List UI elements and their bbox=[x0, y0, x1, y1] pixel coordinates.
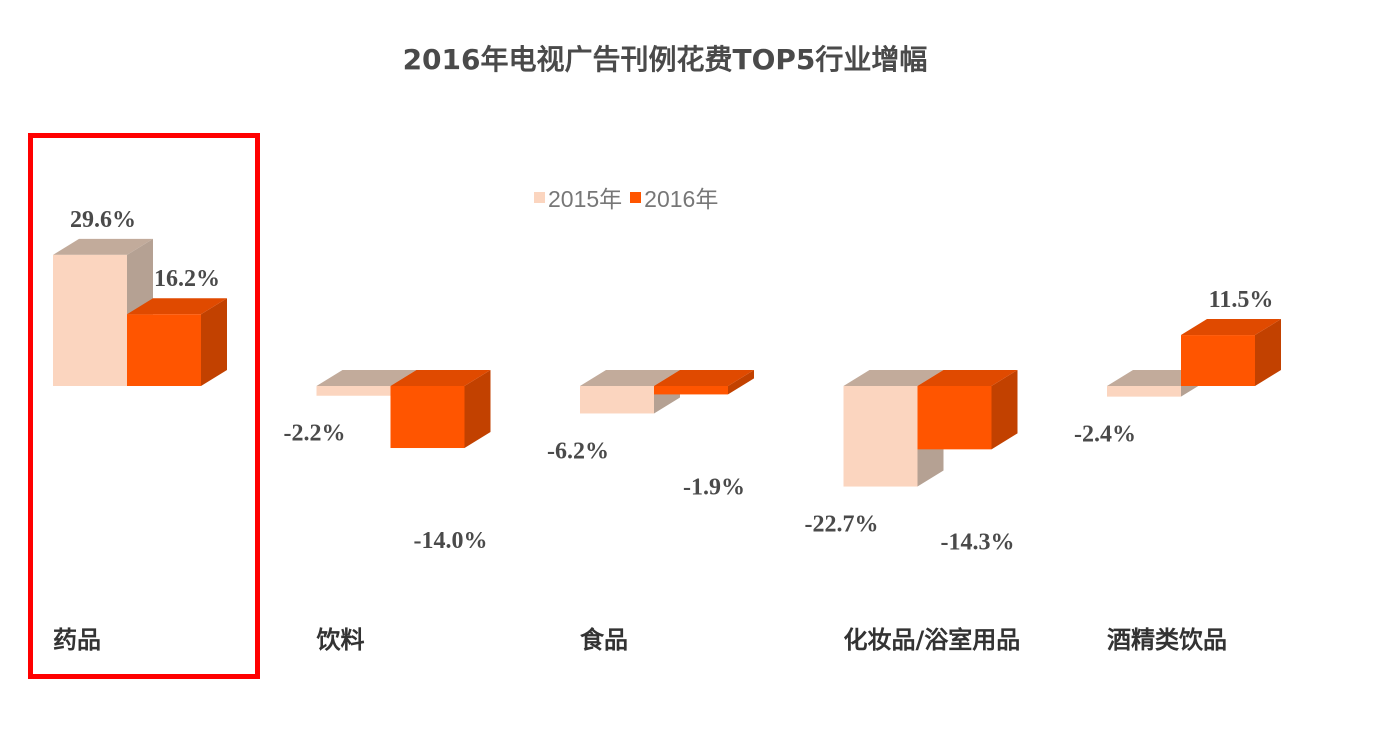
category-label: 食品 bbox=[580, 626, 628, 654]
data-label: -2.2% bbox=[284, 421, 346, 447]
data-label: -14.3% bbox=[941, 529, 1015, 555]
bar-side bbox=[728, 370, 754, 395]
category-label: 化妆品/浴室用品 bbox=[844, 626, 1021, 654]
bar-top bbox=[580, 370, 680, 386]
chart-title: 2016年电视广告刊例花费TOP5行业增幅 bbox=[402, 43, 928, 76]
category-label: 酒精类饮品 bbox=[1107, 626, 1227, 654]
data-label: 16.2% bbox=[154, 266, 220, 292]
bar-side bbox=[201, 298, 227, 386]
data-label: -22.7% bbox=[805, 512, 879, 538]
bar-top bbox=[316, 370, 417, 386]
bar-top bbox=[127, 298, 227, 315]
data-label: 29.6% bbox=[70, 207, 136, 233]
bar-2016 bbox=[917, 386, 992, 450]
bar-2016 bbox=[654, 386, 728, 395]
legend-swatch-2016 bbox=[630, 191, 642, 203]
legend: 2015年 2016年 bbox=[526, 180, 718, 214]
legend-label-2015: 2015年 bbox=[548, 186, 623, 212]
category-label: 饮料 bbox=[316, 626, 365, 654]
data-label: -2.4% bbox=[1074, 422, 1136, 448]
bar-2016 bbox=[390, 386, 465, 449]
data-label: -14.0% bbox=[414, 528, 488, 554]
bar-2015 bbox=[316, 386, 391, 396]
bar-top bbox=[390, 370, 491, 386]
bar-top bbox=[1181, 319, 1281, 336]
legend-swatch-2015 bbox=[534, 191, 545, 203]
bar-side bbox=[1255, 319, 1281, 386]
bar-2015 bbox=[843, 386, 918, 487]
legend-label-2016: 2016年 bbox=[644, 186, 719, 212]
bar-2015 bbox=[1107, 386, 1181, 397]
bar-side bbox=[464, 370, 491, 449]
bar-top bbox=[654, 370, 754, 386]
bar-2016 bbox=[127, 314, 201, 386]
highlight-box bbox=[28, 133, 260, 679]
bar-top bbox=[53, 238, 153, 255]
bar-2016 bbox=[1181, 335, 1255, 386]
category-label: 药品 bbox=[53, 626, 101, 654]
data-label: 11.5% bbox=[1209, 287, 1274, 313]
data-label: -6.2% bbox=[547, 438, 609, 464]
bar-top bbox=[917, 370, 1018, 386]
data-label: -1.9% bbox=[683, 474, 745, 500]
bar-2015 bbox=[53, 254, 127, 386]
bar-top bbox=[843, 370, 944, 386]
bar-side bbox=[991, 370, 1018, 450]
bar-2015 bbox=[580, 386, 654, 414]
